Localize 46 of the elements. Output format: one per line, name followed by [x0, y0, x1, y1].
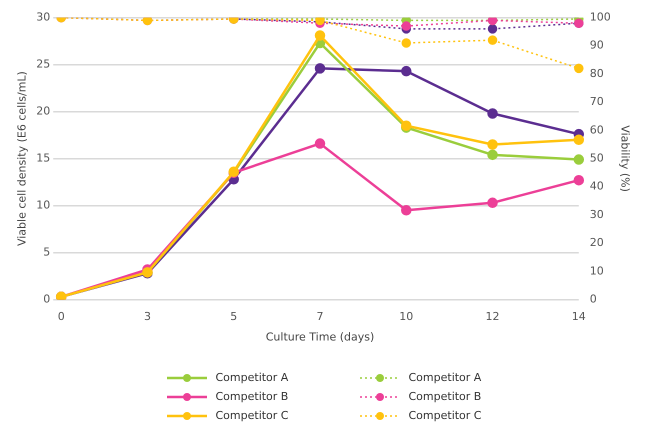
x-tick-label: 0	[58, 310, 65, 324]
point	[487, 139, 498, 150]
x-tick-label: 14	[572, 310, 586, 324]
y2-axis-title: Viability (%)	[618, 125, 632, 192]
legend-label: Competitor B	[408, 390, 482, 403]
x-tick-label: 5	[230, 310, 238, 324]
point	[314, 138, 326, 149]
x-tick-label: 3	[144, 310, 151, 324]
point	[574, 134, 584, 146]
y-tick-label: 5	[43, 245, 50, 258]
y2-tick-label: 80	[590, 66, 604, 80]
y-tick-label: 30	[36, 10, 50, 24]
y2-tick-label: 90	[590, 38, 604, 52]
y2-tick-label: 0	[590, 292, 597, 306]
y-tick-label: 25	[36, 57, 50, 70]
legend-label: Competitor C	[216, 409, 288, 422]
y2-tick-label: 50	[590, 151, 604, 164]
legend-label: Competitor A	[216, 371, 288, 384]
point	[487, 108, 498, 119]
y2-tick-label: 30	[590, 208, 604, 221]
y2-tick-label: 10	[590, 264, 604, 278]
x-axis-title: Culture Time (days)	[266, 330, 374, 344]
y-tick-label: 10	[36, 198, 50, 212]
legend-label: Competitor B	[216, 390, 288, 403]
point	[314, 63, 326, 74]
y-tick-label: 0	[43, 292, 50, 306]
x-tick-label: 7	[316, 310, 324, 324]
y-axis-title: Viable cell density (E6 cells/mL)	[15, 71, 28, 246]
y-tick-label: 15	[36, 151, 50, 164]
point	[401, 66, 412, 76]
y2-tick-label: 40	[590, 180, 604, 193]
y2-tick-label: 20	[590, 236, 604, 250]
point	[574, 174, 584, 186]
y2-tick-label: 60	[590, 123, 604, 136]
point	[574, 154, 584, 165]
y2-tick-label: 100	[590, 10, 611, 24]
point	[487, 198, 498, 208]
point	[487, 150, 498, 160]
y2-tick-label: 70	[590, 95, 604, 108]
legend-label: Competitor A	[408, 371, 482, 384]
point	[314, 30, 326, 41]
x-tick-label: 10	[399, 310, 414, 324]
legend-label: Competitor C	[408, 409, 482, 422]
point	[401, 205, 412, 216]
x-tick-label: 12	[486, 310, 500, 324]
y-tick-label: 20	[36, 104, 50, 118]
